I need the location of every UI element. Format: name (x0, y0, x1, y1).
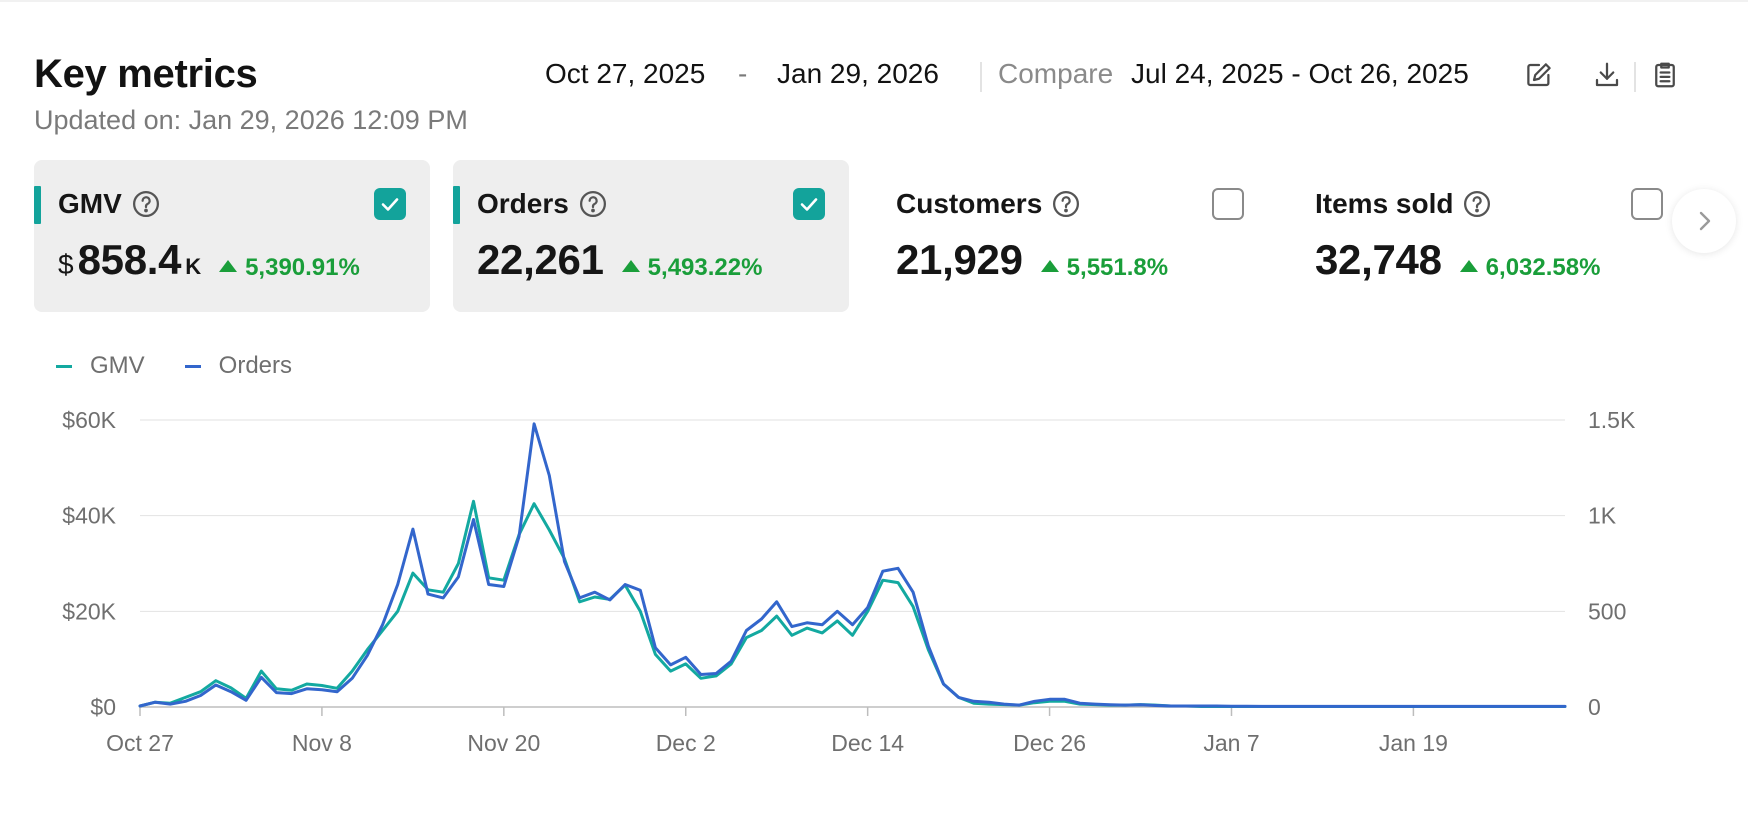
metric-change: 6,032.58% (1459, 254, 1601, 282)
metric-card-items-sold[interactable]: Items sold 32,748 6,032.58% (1291, 160, 1687, 312)
card-accent-bar (453, 186, 460, 224)
date-range-end[interactable]: Jan 29, 2026 (777, 58, 939, 89)
x-tick-label: Jan 19 (1379, 730, 1448, 756)
x-tick-label: Dec 14 (831, 730, 904, 756)
clipboard-icon[interactable] (1650, 60, 1680, 90)
compare-date-range[interactable]: Jul 24, 2025 - Oct 26, 2025 (1131, 58, 1469, 89)
metric-label: Customers (896, 188, 1081, 220)
metric-label: GMV (58, 188, 161, 220)
page-title: Key metrics (34, 52, 258, 96)
metric-change-text: 6,032.58% (1485, 254, 1601, 281)
metric-checkbox[interactable] (374, 188, 406, 220)
x-tick-label: Nov 20 (467, 730, 540, 756)
metric-card-gmv[interactable]: GMV $ 858.4 K 5,390.91% (34, 160, 430, 312)
metric-value: 21,929 5,551.8% (896, 236, 1168, 284)
metric-number: 22,261 (477, 236, 604, 283)
metric-suffix: K (185, 254, 202, 279)
trend-up-icon (621, 260, 640, 272)
metric-change-text: 5,551.8% (1066, 254, 1169, 281)
y-right-tick-label: 1.5K (1588, 407, 1636, 433)
metric-label: Items sold (1315, 188, 1492, 220)
metric-label-text: Orders (477, 188, 569, 219)
y-right-tick-label: 1K (1588, 503, 1617, 529)
check-icon (381, 198, 399, 211)
date-range-start[interactable]: Oct 27, 2025 (545, 58, 706, 89)
metric-number: 32,748 (1315, 236, 1442, 283)
trend-up-icon (219, 260, 238, 272)
x-tick-label: Oct 27 (106, 730, 174, 756)
y-left-tick-label: $20K (62, 598, 116, 624)
top-divider (0, 0, 1748, 2)
download-icon[interactable] (1592, 60, 1622, 90)
chart-legend: GMV Orders (56, 352, 292, 380)
metric-checkbox[interactable] (793, 188, 825, 220)
chevron-right-icon (1699, 211, 1711, 231)
x-tick-label: Dec 26 (1013, 730, 1086, 756)
legend-label: Orders (218, 352, 293, 379)
help-icon[interactable] (1462, 189, 1492, 219)
y-left-tick-label: $40K (62, 503, 116, 529)
metric-number: 858.4 (77, 236, 182, 283)
y-left-tick-label: $60K (62, 407, 116, 433)
date-range-separator: - (738, 58, 748, 89)
metric-card-orders[interactable]: Orders 22,261 5,493.22% (453, 160, 849, 312)
y-right-tick-label: 500 (1588, 598, 1626, 624)
card-accent-bar (34, 186, 41, 224)
x-tick-label: Nov 8 (292, 730, 352, 756)
metric-label: Orders (477, 188, 608, 220)
metric-change: 5,551.8% (1040, 254, 1169, 282)
updated-timestamp: Updated on: Jan 29, 2026 12:09 PM (34, 105, 468, 135)
metric-card-customers[interactable]: Customers 21,929 5,551.8% (872, 160, 1268, 312)
metric-change-text: 5,493.22% (647, 254, 763, 281)
metric-value: 32,748 6,032.58% (1315, 236, 1600, 284)
metric-checkbox[interactable] (1212, 188, 1244, 220)
y-right-tick-label: 0 (1588, 694, 1601, 720)
metric-label-text: GMV (58, 188, 122, 219)
metric-change: 5,390.91% (219, 254, 360, 282)
metric-change-text: 5,390.91% (245, 254, 360, 281)
compare-label: Compare (998, 58, 1114, 89)
next-cards-button[interactable] (1672, 189, 1736, 253)
edit-icon[interactable] (1524, 60, 1554, 90)
metric-label-text: Items sold (1315, 188, 1454, 219)
y-left-tick-label: $0 (90, 694, 116, 720)
legend-swatch (184, 364, 201, 368)
toolbar-divider (980, 62, 982, 92)
series-line-orders (138, 422, 1567, 708)
legend-swatch (56, 364, 72, 368)
line-chart: $0 0 $20K 500 $40K 1K $60K 1.5K Oct 27 Nov 8 Nov 2… (62, 407, 1636, 756)
legend-item-orders[interactable]: Orders (184, 352, 293, 380)
x-tick-label: Jan 7 (1203, 730, 1259, 756)
help-icon[interactable] (1051, 189, 1081, 219)
legend-item-gmv[interactable]: GMV (56, 352, 145, 380)
trend-up-icon (1040, 260, 1059, 272)
trend-up-icon (1459, 260, 1478, 272)
help-icon[interactable] (131, 189, 161, 219)
metric-change: 5,493.22% (621, 254, 763, 282)
toolbar-divider (1634, 62, 1636, 92)
x-tick-label: Dec 2 (656, 730, 716, 756)
metric-value: $ 858.4 K 5,390.91% (58, 236, 360, 284)
metric-label-text: Customers (896, 188, 1043, 219)
metric-checkbox[interactable] (1631, 188, 1663, 220)
check-icon (800, 198, 818, 211)
help-icon[interactable] (578, 189, 608, 219)
metric-number: 21,929 (896, 236, 1023, 283)
metric-value: 22,261 5,493.22% (477, 236, 762, 284)
legend-label: GMV (90, 352, 145, 379)
metric-currency: $ (58, 249, 74, 280)
